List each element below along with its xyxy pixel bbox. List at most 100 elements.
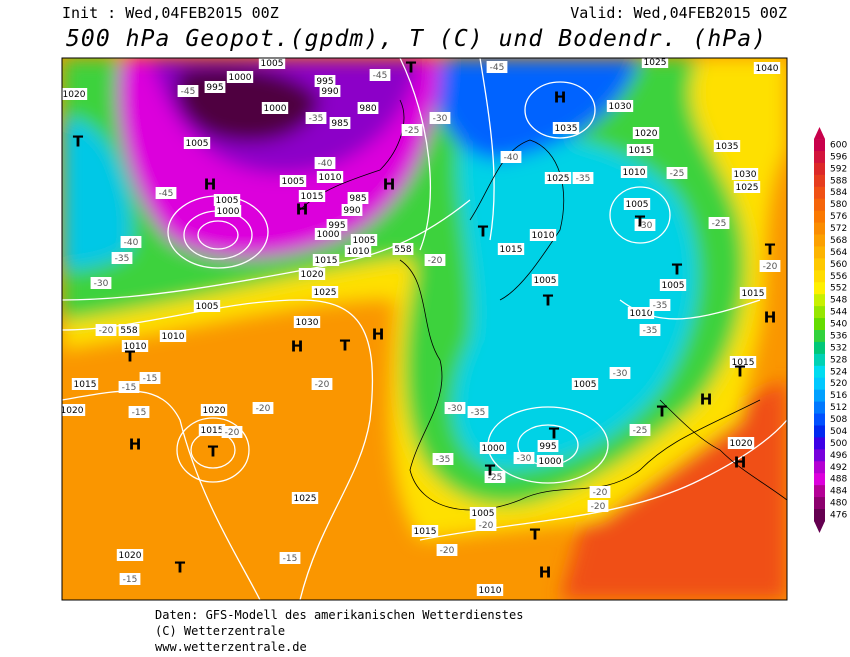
temperature-label-box: [649, 299, 671, 311]
isobar-label-text: 1030: [609, 102, 632, 112]
isobar-label-box: [258, 58, 286, 69]
isobar-label: 1015: [626, 144, 654, 156]
temperature-label-text: -30: [448, 404, 463, 414]
colorbar-tick-label: 528: [830, 355, 847, 365]
isobar-label-text: 1015: [742, 289, 765, 299]
temperature-label-box: [587, 500, 609, 512]
colorbar-tick-label: 524: [830, 367, 847, 377]
colorbar-segment: [814, 318, 825, 331]
isobar-label-box: [544, 172, 572, 184]
isobar-label-text: 1010: [347, 247, 370, 257]
isobar-label-text: 1005: [534, 276, 557, 286]
isobar-label: 1020: [62, 88, 88, 100]
temperature-label-box: [120, 236, 142, 248]
temperature-label-text: -20: [763, 262, 778, 272]
temperature-label-box: [572, 172, 594, 184]
colorbar-tick-label: 600: [830, 141, 847, 151]
isobar-label-box: [200, 404, 228, 416]
temperature-label: -40: [500, 151, 522, 163]
isobar-label-box: [627, 307, 655, 319]
temperature-label-text: -35: [309, 114, 324, 124]
colorbar-segment: [814, 461, 825, 474]
geopotential-label-box: [118, 324, 140, 336]
isobar-label: 980: [357, 102, 379, 114]
isobar-label-text: 980: [359, 104, 376, 114]
temperature-label: -20: [587, 500, 609, 512]
isobar-label-text: 990: [343, 206, 360, 216]
isobar-label: 1020: [62, 404, 86, 416]
colorbar-tick-label: 512: [830, 403, 847, 413]
isobar-label: 1005: [213, 194, 241, 206]
temperature-label: -40: [314, 157, 336, 169]
isobar-label: 1015: [312, 254, 340, 266]
temperature-label-text: -25: [670, 169, 685, 179]
temperature-label: -25: [708, 217, 730, 229]
isobar-label-box: [329, 117, 351, 129]
temperature-label-text: -25: [405, 126, 420, 136]
temperature-label-box: [119, 573, 141, 585]
isobar-label: 1020: [727, 437, 755, 449]
isobar-label-text: 1030: [734, 170, 757, 180]
isobar-label-box: [293, 316, 321, 328]
temperature-label: -20: [436, 544, 458, 556]
colorbar-segment: [814, 282, 825, 295]
high-pressure-marker: H: [554, 89, 567, 107]
colorbar-tick-label: 484: [830, 487, 847, 497]
colorbar-segment: [814, 497, 825, 510]
temperature-label-text: -30: [517, 454, 532, 464]
temperature-label-box: [666, 167, 688, 179]
temperature-label: -35: [305, 112, 327, 124]
temperature-label-text: -20: [479, 521, 494, 531]
temperature-label: -15: [139, 372, 161, 384]
isobar-label-text: 995: [316, 77, 333, 87]
temperature-label-text: -35: [115, 254, 130, 264]
temperature-label-text: -20: [315, 380, 330, 390]
colorbar-tick-label: 488: [830, 475, 847, 485]
isobar-label: 1025: [641, 58, 669, 68]
isobar-label-text: 1010: [623, 168, 646, 178]
isobar-label-text: 1025: [547, 174, 570, 184]
isobar-label: 1025: [733, 181, 761, 193]
isobar-label: 1025: [544, 172, 572, 184]
temperature-label-box: [634, 219, 656, 231]
temperature-label-box: [139, 372, 161, 384]
temperature-label: -25: [666, 167, 688, 179]
colorbar-segment: [814, 270, 825, 283]
isobar-label-text: 1015: [629, 146, 652, 156]
colorbar-tick-label: 556: [830, 272, 847, 282]
isobar-label-box: [261, 102, 289, 114]
isobar-label-box: [632, 127, 660, 139]
low-pressure-marker: T: [543, 292, 554, 310]
isobar-label-box: [319, 85, 341, 97]
colorbar-segment: [814, 222, 825, 236]
isobar-label: 995: [314, 75, 336, 87]
isobar-label-box: [727, 437, 755, 449]
temperature-label-box: [475, 519, 497, 531]
isobar-label: 985: [347, 192, 369, 204]
isobar-label-box: [537, 440, 559, 452]
isobar-label-box: [121, 340, 149, 352]
temperature-label-box: [279, 552, 301, 564]
colorbar-segment: [814, 186, 825, 200]
temperature-label-box: [639, 324, 661, 336]
valid-time: Valid: Wed,04FEB2015 00Z: [570, 4, 787, 22]
high-pressure-marker: H: [372, 326, 385, 344]
colorbar-segment: [814, 509, 825, 522]
colorbar-segment: [814, 377, 825, 391]
temperature-label: -20: [95, 324, 117, 336]
isobar-label-box: [312, 254, 340, 266]
low-pressure-marker: T: [765, 241, 776, 259]
colorbar-tick-label: 564: [830, 248, 847, 258]
temperature-label: -20: [221, 426, 243, 438]
isobar-label-text: 1005: [574, 380, 597, 390]
isobar-label-box: [193, 300, 221, 312]
isobar-label-box: [159, 330, 187, 342]
isobar-label-text: 1025: [294, 494, 317, 504]
temperature-label-box: [609, 367, 631, 379]
geopotential-label-text: 558: [394, 245, 411, 255]
low-pressure-marker: T: [485, 462, 496, 480]
isobar-label-box: [623, 198, 651, 210]
temperature-label: -40: [120, 236, 142, 248]
temperature-label-box: [177, 85, 199, 97]
temperature-label: -25: [629, 424, 651, 436]
